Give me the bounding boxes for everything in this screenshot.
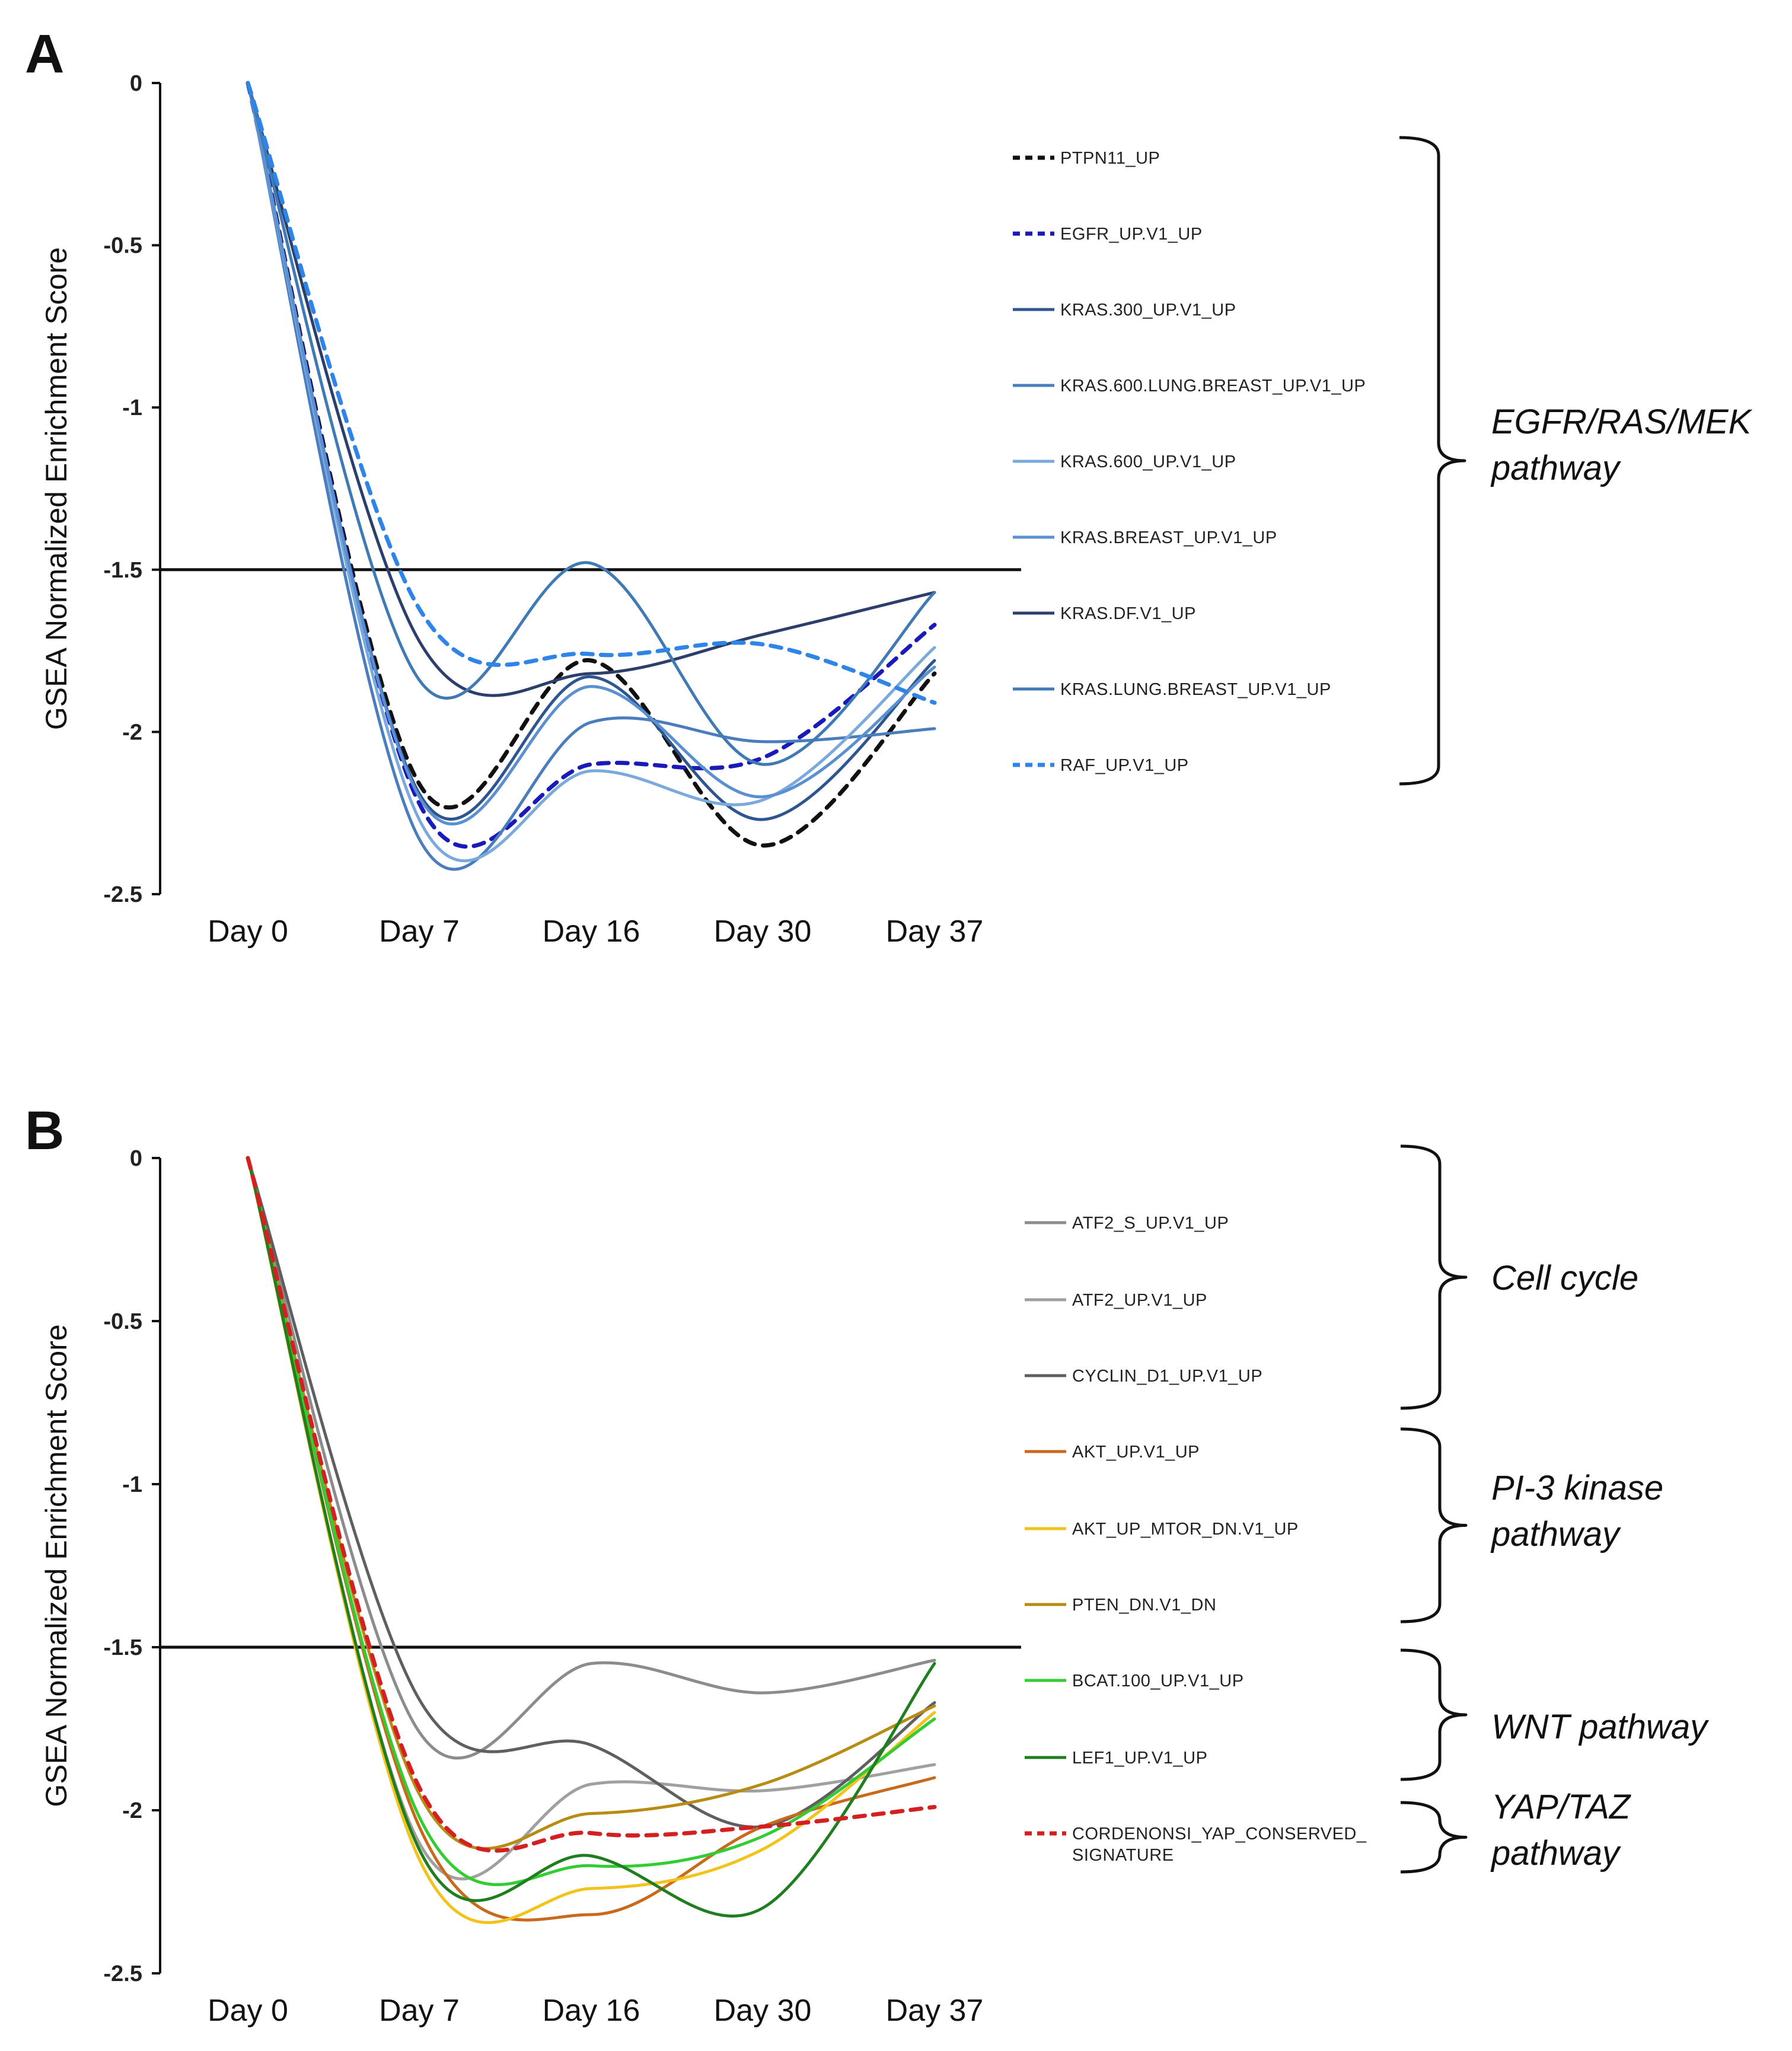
x-tick-label: Day 16 <box>543 914 640 949</box>
series-line-kras-df-v1-up <box>246 81 936 697</box>
legend-label: ATF2_UP.V1_UP <box>1072 1291 1207 1310</box>
y-tick-label: -1.5 <box>104 1635 142 1660</box>
x-tick-label: Day 37 <box>886 914 984 949</box>
legend-label: PTPN11_UP <box>1060 149 1160 168</box>
legend-label: AKT_UP_MTOR_DN.V1_UP <box>1072 1520 1299 1539</box>
group-label: YAP/TAZ <box>1491 1788 1632 1826</box>
y-tick-label: -1 <box>122 395 142 420</box>
series-line-kras-300-up-v1-up <box>246 81 936 821</box>
panel-label: A <box>25 24 64 84</box>
legend-label: SIGNATURE <box>1072 1846 1174 1865</box>
y-tick-label: -2.5 <box>104 1961 142 1986</box>
group-brace <box>1400 1144 1468 1410</box>
legend-label: KRAS.300_UP.V1_UP <box>1060 301 1236 320</box>
group-label: pathway <box>1490 449 1621 487</box>
legend-label: EGFR_UP.V1_UP <box>1060 225 1203 244</box>
legend-label: RAF_UP.V1_UP <box>1060 756 1189 775</box>
y-tick-label: 0 <box>130 71 142 96</box>
series-line-atf2-s-up-v1-up <box>246 1156 936 1760</box>
x-tick-label: Day 30 <box>714 914 812 949</box>
series-line-cordenonsi-yap-conserved-signature <box>245 1156 937 1853</box>
panel-b: B 0 -0.5 -1 -1.5 -2 -2.5 GSEA Normalized Enrich… <box>25 1101 1709 2028</box>
legend-label: CORDENONSI_YAP_CONSERVED_ <box>1072 1824 1367 1843</box>
group-label: Cell cycle <box>1491 1259 1638 1297</box>
group-brace <box>1399 136 1466 786</box>
x-tick-label: Day 30 <box>714 1993 812 2028</box>
group-label: pathway <box>1490 1515 1621 1554</box>
x-tick-label: Day 0 <box>208 914 288 949</box>
group-label: pathway <box>1490 1834 1621 1873</box>
legend-label: AKT_UP.V1_UP <box>1072 1443 1200 1462</box>
y-tick-label: -0.5 <box>104 1309 142 1334</box>
y-tick-label: -1 <box>122 1472 142 1497</box>
group-brace <box>1400 1801 1468 1874</box>
series-line-lef1-up-v1-up <box>246 1156 936 1918</box>
x-tick-label: Day 7 <box>379 1993 460 2028</box>
y-tick-label: -1.5 <box>104 558 142 583</box>
legend-label: KRAS.BREAST_UP.V1_UP <box>1060 528 1277 547</box>
x-tick-label: Day 37 <box>886 1993 984 2028</box>
group-brace <box>1400 1648 1468 1781</box>
group-label: PI-3 kinase <box>1491 1469 1663 1507</box>
y-tick-label: -2.5 <box>104 882 142 907</box>
legend-label: LEF1_UP.V1_UP <box>1072 1749 1207 1768</box>
series-line-ptpn11-up <box>245 81 937 848</box>
legend-label: PTEN_DN.V1_DN <box>1072 1596 1216 1615</box>
series-line-kras-breast-up-v1-up <box>246 81 936 826</box>
legend-label: BCAT.100_UP.V1_UP <box>1072 1672 1244 1690</box>
series-line-raf-up-v1-up <box>245 81 937 705</box>
y-axis-title: GSEA Normalized Enrichment Score <box>40 1324 73 1807</box>
y-tick-label: -0.5 <box>104 234 142 259</box>
x-tick-label: Day 7 <box>379 914 460 949</box>
y-tick-label: 0 <box>130 1146 142 1171</box>
y-tick-label: -2 <box>122 720 142 745</box>
legend-label: KRAS.600_UP.V1_UP <box>1060 452 1236 471</box>
legend-label: KRAS.LUNG.BREAST_UP.V1_UP <box>1060 680 1331 699</box>
series-line-egfr-up-v1-up <box>245 81 937 849</box>
legend-label: KRAS.600.LUNG.BREAST_UP.V1_UP <box>1060 377 1366 395</box>
legend-label: KRAS.DF.V1_UP <box>1060 604 1196 623</box>
y-tick-label: -2 <box>122 1798 142 1823</box>
group-brace <box>1400 1427 1468 1623</box>
legend-label: ATF2_S_UP.V1_UP <box>1072 1214 1229 1233</box>
x-tick-label: Day 0 <box>208 1993 288 2028</box>
series-line-akt-up-v1-up <box>246 1156 936 1922</box>
series-line-akt-up-mtor-dn-v1-up <box>246 1156 936 1924</box>
series-line-cyclin-d1-up-v1-up <box>246 1156 936 1829</box>
y-axis-title: GSEA Normalized Enrichment Score <box>40 247 73 730</box>
group-label: WNT pathway <box>1491 1708 1709 1746</box>
panel-a: A 0 -0.5 -1 -1.5 -2 -2.5 GSEA Normalized Enrich… <box>25 24 1753 949</box>
panel-label: B <box>25 1101 64 1161</box>
series-line-kras-600-up-v1-up <box>246 81 936 863</box>
group-label: EGFR/RAS/MEK <box>1491 403 1753 441</box>
x-tick-label: Day 16 <box>543 1993 640 2028</box>
legend-label: CYCLIN_D1_UP.V1_UP <box>1072 1367 1262 1386</box>
series-line-kras-lung-breast-up-v1-up <box>246 81 936 766</box>
series-line-kras-600-lung-breast-up-v1-up <box>246 81 936 871</box>
